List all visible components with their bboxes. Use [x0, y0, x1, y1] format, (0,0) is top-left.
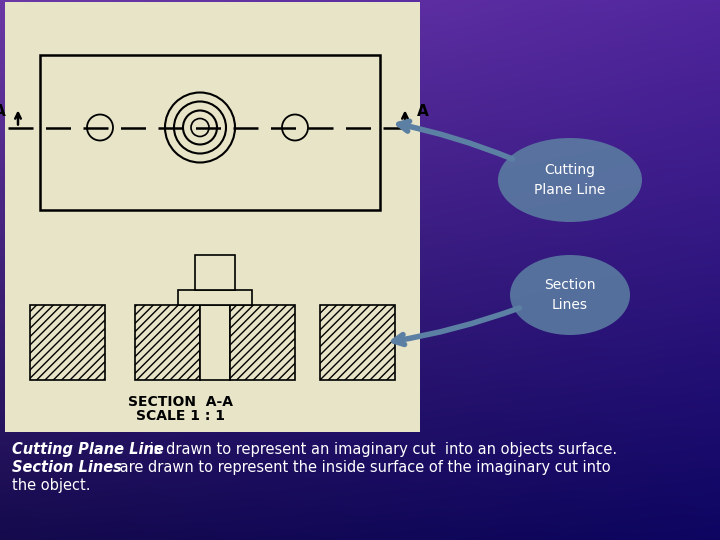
- Bar: [5, 2, 420, 432]
- Bar: [200, 305, 230, 380]
- Bar: [40, 55, 380, 210]
- Text: A: A: [0, 105, 6, 119]
- Bar: [178, 290, 252, 305]
- Text: SECTION  A-A: SECTION A-A: [127, 395, 233, 409]
- Text: Cutting
Plane Line: Cutting Plane Line: [534, 163, 606, 197]
- Text: SCALE 1 : 1: SCALE 1 : 1: [135, 409, 225, 423]
- Ellipse shape: [498, 138, 642, 222]
- Text: the object.: the object.: [12, 478, 91, 493]
- Text: are drawn to represent the inside surface of the imaginary cut into: are drawn to represent the inside surfac…: [115, 460, 611, 475]
- Bar: [195, 255, 235, 290]
- Text: is drawn to represent an imaginary cut  into an objects surface.: is drawn to represent an imaginary cut i…: [145, 442, 617, 457]
- Bar: [320, 305, 395, 380]
- Text: Section Lines: Section Lines: [12, 460, 122, 475]
- Text: A: A: [417, 105, 428, 119]
- Bar: [30, 305, 105, 380]
- Bar: [135, 305, 200, 380]
- Bar: [0, 432, 720, 540]
- Text: Cutting Plane Line: Cutting Plane Line: [12, 442, 163, 457]
- Ellipse shape: [510, 255, 630, 335]
- Text: Section
Lines: Section Lines: [544, 278, 595, 312]
- Bar: [230, 305, 295, 380]
